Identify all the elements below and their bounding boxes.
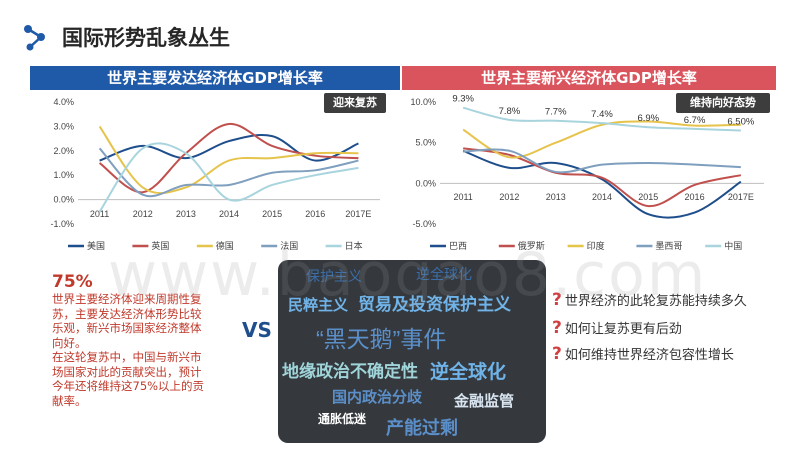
note-line: 乐观，新兴市场国家经济整体 xyxy=(52,321,202,335)
cloud-word: 保护主义 xyxy=(306,268,362,284)
emerging-gdp-chart: 10.0% 5.0% 0.0% -5.0% 2011 2012 2013 2014 2015 20… xyxy=(410,94,764,251)
cloud-word: 金融监管 xyxy=(454,393,515,410)
y-tick-label: 3.0% xyxy=(53,121,74,131)
legend-label: 美国 xyxy=(87,240,105,251)
cloud-word: 产能过剩 xyxy=(386,418,458,438)
question-text: 如何让复苏更有后劲 xyxy=(564,322,682,337)
note-line: 今年还将维持这75%以上的贡 xyxy=(52,379,205,393)
cloud-word: 国内政治分歧 xyxy=(332,389,423,406)
x-tick-label: 2017E xyxy=(728,192,754,202)
emerging-status-tag: 维持向好态势 xyxy=(676,93,770,113)
watermark: www.baogao8.com xyxy=(108,240,708,310)
x-tick-label: 2016 xyxy=(305,209,325,219)
note-line: 献率。 xyxy=(52,393,87,408)
legend-label: 日本 xyxy=(345,240,363,251)
contribution-percent: 75% xyxy=(52,272,93,292)
y-tick-label: 2.0% xyxy=(53,146,74,156)
question-text: 世界经济的此轮复苏能持续多久 xyxy=(564,294,747,309)
note-line: 苏，主要发达经济体形势比较 xyxy=(52,306,202,321)
series-line-英国 xyxy=(98,122,359,194)
y-tick-label: 5.0% xyxy=(415,138,436,148)
emerging-chart-title: 世界主要新兴经济体GDP增长率 xyxy=(402,66,776,90)
recovery-note: 75% 世界主要经济体迎来周期性复 苏，主要发达经济体形势比较 乐观，新兴市场国… xyxy=(52,272,272,408)
legend-label: 中国 xyxy=(724,240,742,251)
x-tick-label: 2013 xyxy=(176,209,196,219)
data-label: 7.8% xyxy=(499,106,521,117)
y-tick-label: 10.0% xyxy=(410,97,436,107)
note-line: 向好。 xyxy=(52,335,87,350)
page-title: 国际形势乱象丛生 xyxy=(62,26,230,50)
x-tick-label: 2014 xyxy=(219,209,239,219)
question-text: 如何维持世界经济包容性增长 xyxy=(564,348,734,363)
x-tick-label: 2011 xyxy=(453,192,472,202)
note-line: 世界主要经济体迎来周期性复 xyxy=(52,292,202,306)
developed-gdp-chart: 4.0% 3.0% 2.0% 1.0% 0.0% -1.0% 2011 2012 2013 201… xyxy=(50,97,380,251)
x-tick-label: 2014 xyxy=(592,192,612,202)
x-tick-label: 2012 xyxy=(499,192,519,202)
legend-label: 法国 xyxy=(280,240,298,251)
y-tick-label: -5.0% xyxy=(412,219,436,229)
question-item: ? 世界经济的此轮复苏能持续多久 xyxy=(552,290,747,310)
developed-chart-title: 世界主要发达经济体GDP增长率 xyxy=(30,66,400,90)
legend-label: 墨西哥 xyxy=(655,241,682,251)
x-tick-label: 2015 xyxy=(262,209,282,219)
data-label: 6.50% xyxy=(727,116,754,127)
y-tick-label: 0.0% xyxy=(415,178,436,188)
legend-label: 印度 xyxy=(587,240,605,251)
cloud-word: 民粹主义 xyxy=(288,297,349,314)
cloud-word: 逆全球化 xyxy=(416,266,472,282)
y-tick-label: 0.0% xyxy=(53,195,74,205)
cloud-word: 地缘政治不确定性 xyxy=(282,362,418,381)
y-tick-label: 4.0% xyxy=(53,97,74,107)
legend-label: 英国 xyxy=(151,240,169,251)
data-label: 7.7% xyxy=(545,107,567,118)
legend-label: 俄罗斯 xyxy=(518,240,545,251)
question-mark-icon: ? xyxy=(552,318,562,338)
x-tick-label: 2017E xyxy=(345,209,371,219)
risk-word-cloud: 保护主义 逆全球化 民粹主义 贸易及投资保护主义 “黑天鹅”事件 地缘政治不确定… xyxy=(278,260,546,443)
cloud-word: 逆全球化 xyxy=(430,362,507,383)
question-mark-icon: ? xyxy=(552,344,562,364)
cloud-word: “黑天鹅”事件 xyxy=(316,326,447,352)
question-item: ? 如何让复苏更有后劲 xyxy=(552,318,682,338)
x-tick-label: 2012 xyxy=(133,209,153,219)
cloud-word: 贸易及投资保护主义 xyxy=(358,295,511,314)
legend-label: 德国 xyxy=(216,240,234,251)
data-label: 9.3% xyxy=(452,94,474,105)
question-item: ? 如何维持世界经济包容性增长 xyxy=(552,344,734,364)
y-tick-label: 1.0% xyxy=(53,170,74,180)
data-label: 6.7% xyxy=(684,115,706,126)
legend-label: 巴西 xyxy=(449,241,467,251)
cloud-word: 通胀低迷 xyxy=(318,412,367,426)
series-line-日本 xyxy=(98,142,359,213)
note-line: 在这轮复苏中，中国与新兴市 xyxy=(52,350,202,364)
series-line-印度 xyxy=(462,120,741,159)
x-tick-label: 2015 xyxy=(638,192,658,202)
x-tick-label: 2013 xyxy=(546,192,566,202)
developed-status-tag: 迎来复苏 xyxy=(324,93,386,113)
question-mark-icon: ? xyxy=(552,290,562,310)
y-tick-label: -1.0% xyxy=(50,219,74,229)
versus-label: VS xyxy=(242,318,272,342)
x-tick-label: 2011 xyxy=(90,209,109,219)
data-label: 7.4% xyxy=(591,109,613,120)
x-tick-label: 2016 xyxy=(685,192,705,202)
note-line: 场国家对此的贡献突出，预计 xyxy=(52,364,202,379)
data-label: 6.9% xyxy=(637,113,659,124)
network-logo-icon xyxy=(24,25,45,51)
